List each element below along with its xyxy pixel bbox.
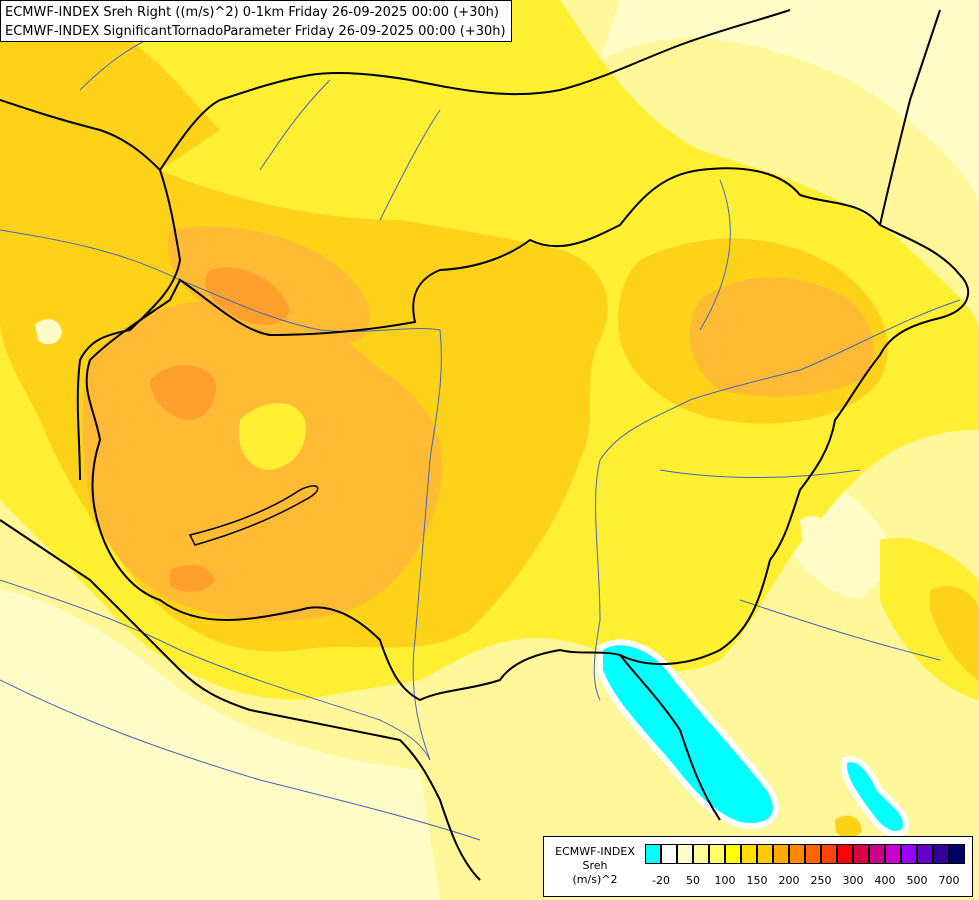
legend-tick-label: 200 bbox=[778, 874, 800, 887]
legend-tick-label: 500 bbox=[906, 874, 928, 887]
legend-swatch bbox=[661, 844, 677, 864]
gold-patch-bottom bbox=[835, 815, 862, 838]
legend-tick-label: 100 bbox=[714, 874, 736, 887]
legend-swatch bbox=[725, 844, 741, 864]
river-east-3 bbox=[739, 599, 941, 661]
legend-variable: Sreh bbox=[582, 859, 608, 872]
river-danube bbox=[0, 229, 442, 761]
river-drava bbox=[0, 579, 431, 761]
legend-title-block: ECMWF-INDEX Sreh (m/s)^2 bbox=[546, 845, 644, 887]
legend-swatch bbox=[789, 844, 805, 864]
cyan-area-southeast bbox=[841, 756, 909, 837]
legend-swatch bbox=[821, 844, 837, 864]
orange-region-west bbox=[150, 365, 216, 420]
river-north-1 bbox=[259, 79, 331, 171]
border-croatia bbox=[0, 519, 481, 881]
legend-swatch bbox=[709, 844, 725, 864]
legend-swatch bbox=[949, 844, 965, 864]
legend-swatch bbox=[693, 844, 709, 864]
legend-tick-label: 50 bbox=[686, 874, 700, 887]
color-legend: ECMWF-INDEX Sreh (m/s)^2 -20 50 100 150 200 2… bbox=[543, 836, 973, 897]
country-borders bbox=[0, 9, 970, 881]
river-tisza bbox=[593, 299, 961, 701]
legend-unit: (m/s)^2 bbox=[572, 873, 618, 886]
legend-tick-label: 400 bbox=[874, 874, 896, 887]
cyan-area-south bbox=[597, 639, 779, 829]
legend-swatch bbox=[773, 844, 789, 864]
legend-tick-label: 150 bbox=[746, 874, 768, 887]
legend-swatch bbox=[677, 844, 693, 864]
gold-patch-right bbox=[930, 586, 979, 680]
border-serbia bbox=[619, 654, 721, 821]
border-romania bbox=[879, 9, 941, 226]
legend-tick-label: -20 bbox=[652, 874, 670, 887]
header-line-stp: ECMWF-INDEX SignificantTornadoParameter … bbox=[5, 24, 506, 39]
pale-patch-west bbox=[35, 319, 62, 345]
border-lake-balaton bbox=[188, 485, 319, 546]
pale-patch-east bbox=[800, 515, 830, 546]
legend-swatch bbox=[837, 844, 853, 864]
legend-swatch bbox=[869, 844, 885, 864]
orange-region-south bbox=[170, 564, 215, 592]
orange-light-region-east bbox=[689, 277, 874, 397]
legend-title: ECMWF-INDEX bbox=[555, 845, 635, 858]
legend-swatch bbox=[901, 844, 917, 864]
river-north-2 bbox=[379, 109, 441, 221]
river-sava bbox=[0, 679, 481, 841]
header-line-sreh: ECMWF-INDEX Sreh Right ((m/s)^2) 0-1km F… bbox=[5, 5, 499, 20]
legend-swatch bbox=[933, 844, 949, 864]
legend-swatch bbox=[741, 844, 757, 864]
rivers bbox=[0, 29, 961, 841]
legend-swatch bbox=[757, 844, 773, 864]
legend-tick-label: 250 bbox=[810, 874, 832, 887]
gold-region-northwest bbox=[0, 21, 220, 171]
border-hungary bbox=[85, 167, 970, 702]
legend-swatch bbox=[885, 844, 901, 864]
yellow-patch-center bbox=[238, 403, 306, 470]
border-austria bbox=[0, 99, 182, 481]
orange-region-north bbox=[205, 267, 290, 325]
yellow-region-southeast bbox=[880, 538, 979, 700]
legend-swatch bbox=[853, 844, 869, 864]
legend-swatch bbox=[805, 844, 821, 864]
river-east-2 bbox=[659, 469, 861, 478]
pale-region-northeast bbox=[600, 0, 979, 200]
legend-ticks: -20 50 100 150 200 250 300 400 500 700 bbox=[645, 874, 975, 890]
legend-swatches bbox=[645, 844, 965, 864]
legend-swatch bbox=[645, 844, 661, 864]
pale-region-southwest bbox=[0, 590, 440, 900]
river-east-1 bbox=[699, 179, 731, 331]
legend-tick-label: 300 bbox=[842, 874, 864, 887]
border-slovakia bbox=[159, 9, 791, 171]
map-header: ECMWF-INDEX Sreh Right ((m/s)^2) 0-1km F… bbox=[0, 0, 512, 42]
legend-tick-label: 700 bbox=[938, 874, 960, 887]
legend-swatch bbox=[917, 844, 933, 864]
